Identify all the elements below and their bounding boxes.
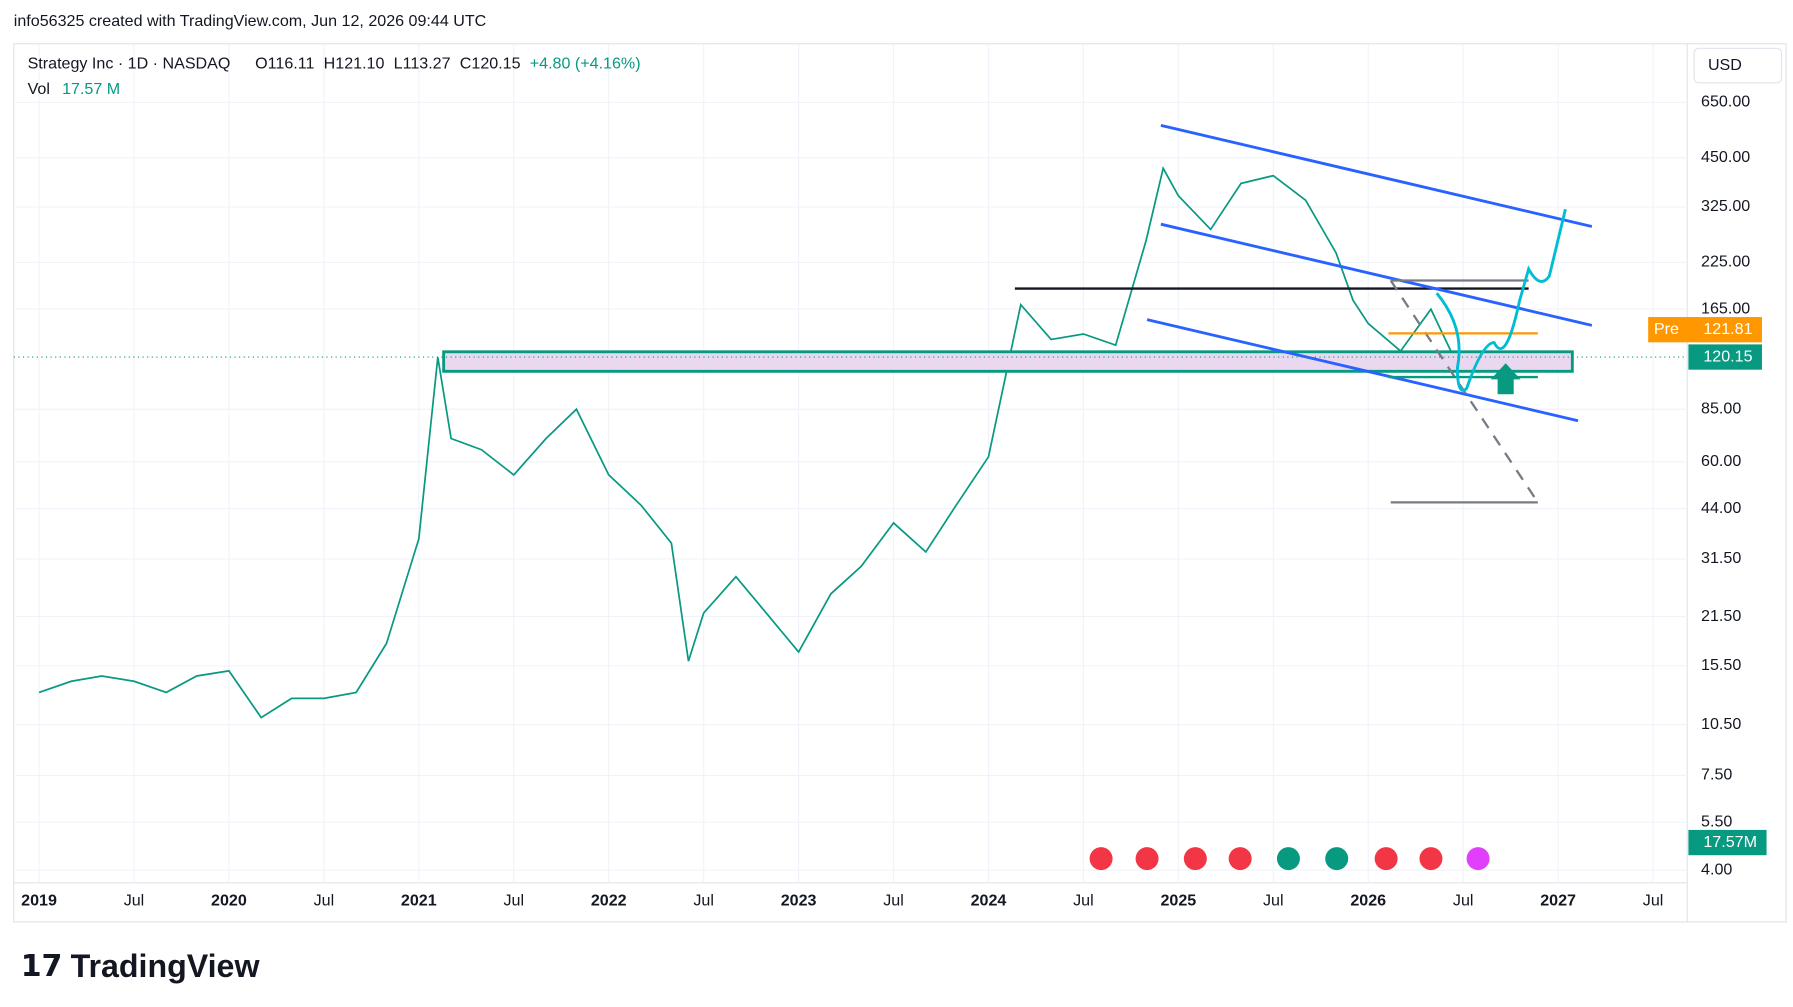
y-tick-label: 4.00 <box>1701 860 1732 878</box>
y-tick-label: 15.50 <box>1701 656 1741 674</box>
x-tick-label: Jul <box>314 891 335 909</box>
y-tick-label: 225.00 <box>1701 253 1750 271</box>
volume-label: Vol <box>28 80 50 98</box>
x-tick-label: 2021 <box>401 891 437 909</box>
axis-labels: 4.00 5.50 7.50 10.50 15.50 21.50 31.50 44.00 60.… <box>21 93 1762 909</box>
grid <box>13 43 1688 883</box>
earnings-markers <box>1089 847 1490 871</box>
ohlc-value: +4.80 (+4.16%) <box>530 55 641 73</box>
y-tick-label: 5.50 <box>1701 812 1732 830</box>
ohlc-value: L113.27 <box>394 55 451 73</box>
channel-line <box>1146 318 1579 423</box>
y-tick-label: 165.00 <box>1701 299 1750 317</box>
x-tick-label: 2027 <box>1540 891 1576 909</box>
currency[interactable]: USD <box>1708 56 1742 74</box>
y-tick-label: 7.50 <box>1701 766 1732 784</box>
y-tick-label: 325.00 <box>1701 197 1750 215</box>
chart-frame <box>13 43 1787 923</box>
x-tick-label: Jul <box>1643 891 1664 909</box>
volume-tag-bg <box>1688 829 1767 856</box>
x-tick-label: Jul <box>1453 891 1474 909</box>
channel-line <box>1160 123 1593 228</box>
ohlc-value: H121.10 <box>324 55 385 73</box>
y-tick-label: 31.50 <box>1701 549 1741 567</box>
header: info56325 created with TradingView.com, … <box>14 12 487 30</box>
x-tick-label: Jul <box>124 891 145 909</box>
price-line <box>38 165 1455 719</box>
y-tick-label: 44.00 <box>1701 499 1741 517</box>
x-tick-label: 2026 <box>1350 891 1386 909</box>
x-tick-label: Jul <box>1263 891 1284 909</box>
y-tick-label: 60.00 <box>1701 452 1741 470</box>
brand: 𝟭𝟳 TradingView <box>21 947 261 983</box>
plot <box>38 165 1455 719</box>
y-tick-label: 450.00 <box>1701 148 1750 166</box>
x-tick-label: 2022 <box>591 891 627 909</box>
x-tick-label: Jul <box>693 891 714 909</box>
x-tick-label: 2020 <box>211 891 247 909</box>
y-tick-label: 21.50 <box>1701 607 1741 625</box>
last-price-tag: 120.15 <box>1703 347 1752 365</box>
x-tick-label: Jul <box>1073 891 1094 909</box>
volume-tag: 17.57M <box>1703 833 1757 851</box>
y-tick-label: 10.50 <box>1701 715 1741 733</box>
arrow-up <box>1490 363 1521 395</box>
volume-value: 17.57 M <box>62 80 120 98</box>
x-tick-label: Jul <box>883 891 904 909</box>
ohlc-value: O116.11 <box>255 55 314 73</box>
pre-price: 121.81 <box>1703 320 1752 338</box>
y-tick-label: 85.00 <box>1701 399 1741 417</box>
zone-box <box>442 350 1574 373</box>
x-tick-label: 2019 <box>21 891 57 909</box>
pre-tag-bg <box>1648 317 1762 343</box>
y-tick-label: 650.00 <box>1701 93 1750 111</box>
x-tick-label: 2023 <box>781 891 817 909</box>
ohlc-value: C120.15 <box>460 55 521 73</box>
ohlc-legend: O116.11 H121.10 L113.27 C120.15 +4.80 (+4.16… <box>255 55 640 73</box>
currency-button[interactable] <box>1693 47 1783 84</box>
x-tick-label: Jul <box>503 891 524 909</box>
brand-name: TradingView <box>71 947 261 983</box>
x-tick-label: 2025 <box>1160 891 1196 909</box>
channel-line <box>1160 222 1593 327</box>
drawings <box>442 123 1593 871</box>
forecast-curve <box>1435 208 1567 392</box>
pre-tag: Pre <box>1654 320 1679 338</box>
x-tick-label: 2024 <box>971 891 1007 909</box>
last-price-tag-bg <box>1688 344 1762 370</box>
symbol: Strategy Inc · 1D · NASDAQ <box>28 55 231 73</box>
